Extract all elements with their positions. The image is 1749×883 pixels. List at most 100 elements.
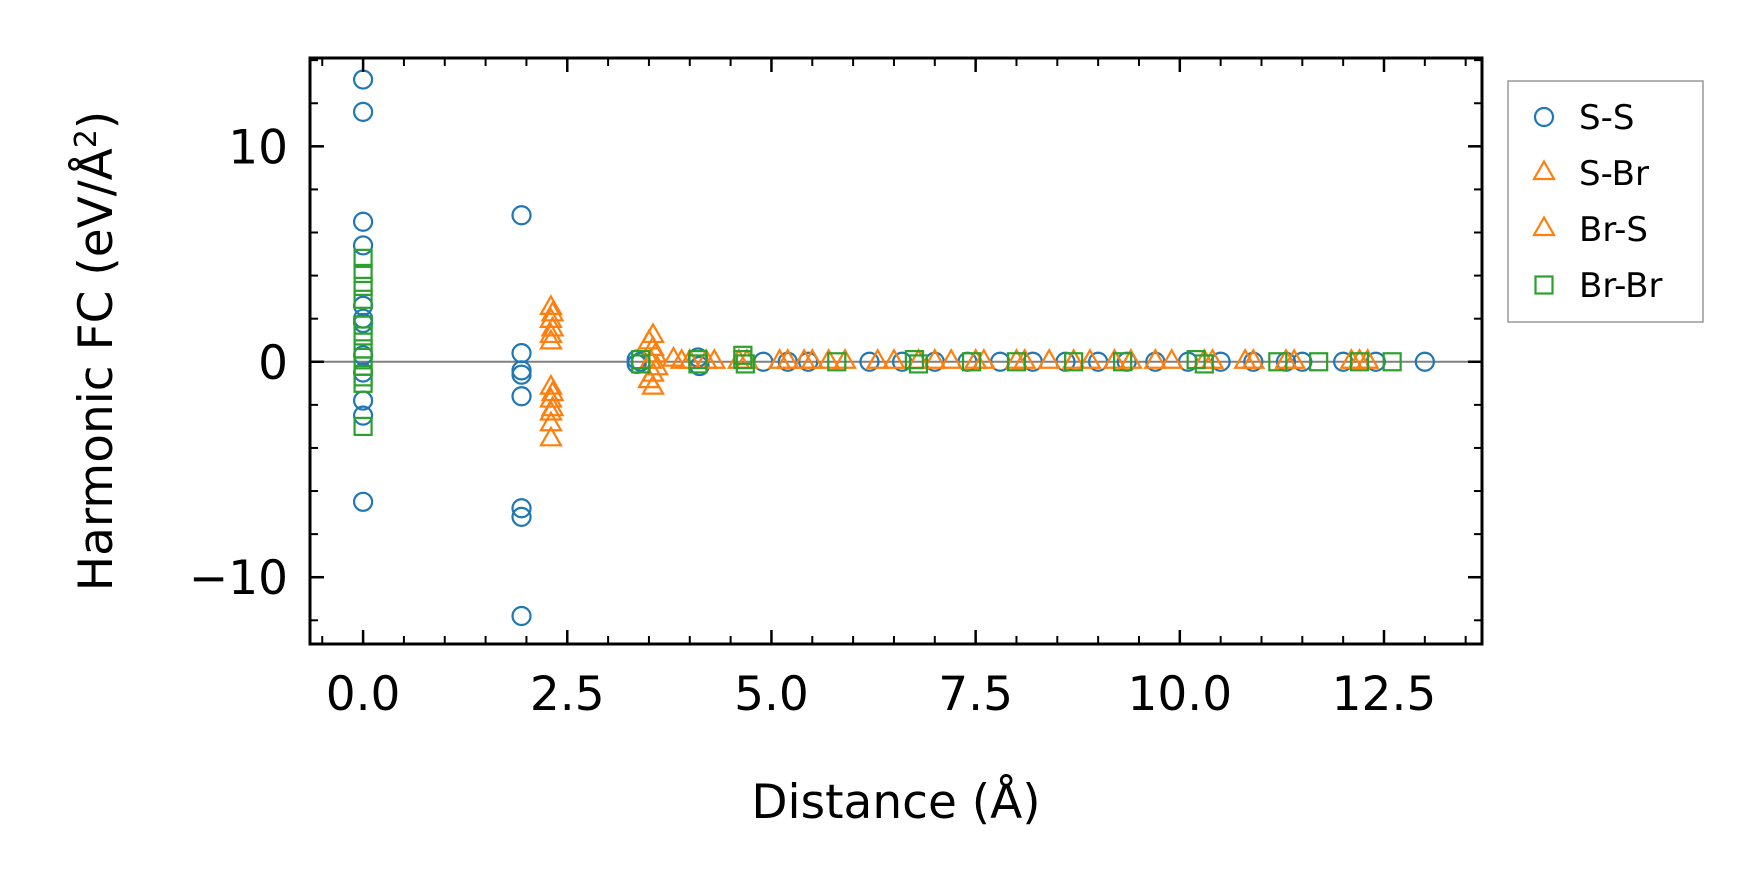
legend-item-br-br: Br-Br	[1534, 266, 1663, 306]
data-point	[539, 322, 563, 344]
data-point	[767, 348, 792, 369]
data-point	[540, 300, 565, 322]
data-point	[353, 263, 373, 284]
data-point	[511, 205, 532, 226]
data-point	[702, 348, 727, 369]
data-point	[904, 350, 924, 370]
x-tick-label: 0.0	[326, 667, 401, 722]
data-point	[353, 315, 373, 335]
data-point	[865, 348, 890, 369]
series-br-s	[540, 300, 1372, 417]
data-point	[1061, 348, 1086, 369]
data-point	[353, 416, 373, 437]
data-point	[353, 289, 373, 309]
data-point	[1309, 352, 1329, 372]
data-point	[539, 410, 563, 432]
data-point	[352, 405, 374, 426]
data-point	[1078, 348, 1102, 369]
data-point	[1382, 352, 1402, 372]
data-point	[353, 326, 373, 346]
legend-label: S-S	[1579, 98, 1634, 138]
data-point	[1414, 351, 1435, 372]
data-point	[1243, 351, 1264, 372]
data-point	[638, 348, 663, 369]
data-point	[669, 348, 694, 369]
data-point	[1349, 352, 1370, 372]
data-point	[540, 315, 565, 337]
legend-item-s-s: S-S	[1533, 98, 1634, 138]
data-point	[733, 350, 753, 370]
x-tick-label: 7.5	[938, 667, 1013, 722]
data-point	[1113, 352, 1133, 372]
data-point	[1347, 348, 1372, 369]
data-point	[1282, 348, 1307, 369]
legend-label: Br-S	[1579, 210, 1648, 250]
data-point	[827, 352, 847, 372]
data-point	[539, 307, 563, 328]
y-tick-label: −10	[189, 551, 288, 606]
data-point	[637, 328, 661, 350]
plot-area	[308, 56, 1484, 646]
legend-marker	[1532, 159, 1556, 181]
legend-marker	[1532, 215, 1556, 237]
data-point	[645, 354, 670, 376]
data-point	[882, 348, 906, 369]
y-tick-label: 0	[258, 336, 288, 391]
legend-item-s-br: S-Br	[1532, 154, 1649, 194]
data-point	[1194, 354, 1214, 374]
data-point	[859, 351, 880, 372]
legend-marker	[1534, 275, 1554, 295]
data-point	[735, 354, 755, 374]
data-point	[1004, 348, 1029, 369]
data-point	[637, 367, 661, 389]
data-point	[1143, 348, 1168, 369]
data-point	[961, 352, 982, 372]
x-tick-label: 2.5	[530, 667, 605, 722]
data-point	[939, 348, 964, 369]
data-point	[798, 351, 819, 372]
data-point	[352, 101, 374, 122]
data-point	[511, 386, 532, 407]
data-point	[1268, 352, 1288, 372]
data-point	[353, 276, 373, 296]
data-point	[1159, 348, 1184, 369]
legend: S-S S-Br Br-S Br-Br	[1507, 80, 1704, 323]
legend-label: S-Br	[1579, 154, 1649, 194]
data-point	[539, 294, 563, 316]
x-tick-label: 5.0	[734, 667, 809, 722]
data-point	[1037, 348, 1062, 369]
data-point	[511, 498, 532, 519]
data-point	[1241, 348, 1266, 369]
legend-label: Br-Br	[1579, 266, 1663, 306]
data-point	[540, 395, 565, 417]
data-point	[353, 248, 373, 268]
legend-frame	[1507, 80, 1704, 323]
data-point	[539, 386, 563, 408]
data-point	[352, 235, 374, 256]
y-axis-label: Harmonic FC (eV/Å2)	[69, 111, 124, 591]
x-tick-label: 10.0	[1127, 667, 1232, 722]
data-point	[908, 354, 929, 374]
data-point	[511, 506, 532, 527]
data-point	[539, 373, 563, 395]
data-point	[539, 328, 563, 350]
data-point	[352, 491, 374, 512]
data-point	[352, 211, 374, 232]
data-point	[540, 380, 565, 402]
data-point	[631, 354, 651, 374]
legend-item-br-s: Br-S	[1532, 210, 1648, 250]
data-point	[511, 364, 532, 385]
x-axis-label: Distance (Å)	[751, 775, 1040, 830]
data-point	[792, 348, 817, 369]
y-tick-label: 10	[228, 120, 288, 175]
x-tick-label: 12.5	[1332, 667, 1437, 722]
data-point	[922, 348, 947, 369]
data-point	[353, 373, 373, 393]
series-br-br	[353, 248, 1402, 437]
data-point	[1064, 352, 1084, 372]
data-point	[1006, 352, 1027, 372]
legend-marker	[1533, 106, 1555, 128]
data-point	[511, 605, 532, 627]
data-point	[688, 354, 708, 374]
